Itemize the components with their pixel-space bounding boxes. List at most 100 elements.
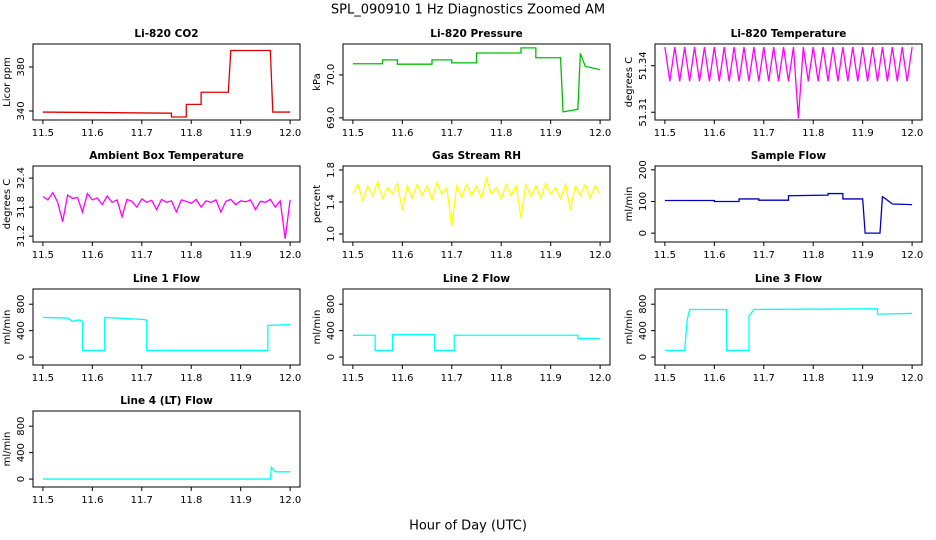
x-tick-label: 11.8 <box>180 495 202 506</box>
plot-frame <box>32 288 301 366</box>
y-axis-label: ml/min <box>2 432 13 467</box>
x-tick-label: 12.0 <box>589 373 611 384</box>
plot-frame <box>342 43 611 121</box>
x-tick-label: 12.0 <box>279 495 301 506</box>
y-tick-label: 400 <box>16 443 27 462</box>
x-tick-label: 11.8 <box>490 250 512 261</box>
plot-frame <box>654 288 923 366</box>
x-tick-label: 11.7 <box>131 373 153 384</box>
y-axis-label: degrees C <box>624 57 635 107</box>
x-tick-label: 12.0 <box>901 373 923 384</box>
x-tick-label: 11.9 <box>230 250 252 261</box>
x-tick-label: 12.0 <box>279 250 301 261</box>
y-tick-label: 0 <box>638 354 649 360</box>
x-tick-label: 11.7 <box>753 250 775 261</box>
y-axis-label: ml/min <box>624 187 635 222</box>
y-tick-label: 400 <box>16 321 27 340</box>
y-axis-label: ml/min <box>312 310 323 345</box>
x-tick-label: 11.5 <box>32 128 54 139</box>
x-tick-label: 11.9 <box>540 373 562 384</box>
x-tick-label: 11.6 <box>81 250 103 261</box>
x-tick-label: 11.6 <box>703 250 725 261</box>
y-axis-label: Licor ppm <box>2 57 13 107</box>
data-line <box>664 308 913 352</box>
y-axis-label: ml/min <box>2 310 13 345</box>
x-tick-label: 11.5 <box>342 250 364 261</box>
y-tick-label: 1.0 <box>326 226 337 242</box>
x-tick-label: 11.6 <box>703 373 725 384</box>
plot-frame <box>32 165 301 243</box>
data-line <box>42 191 291 239</box>
y-tick-label: 1.4 <box>326 194 337 210</box>
x-tick-label: 12.0 <box>279 128 301 139</box>
x-tick-label: 11.9 <box>540 128 562 139</box>
panel-title: Ambient Box Temperature <box>89 150 244 162</box>
x-tick-label: 11.5 <box>342 128 364 139</box>
y-axis-label: percent <box>312 185 323 223</box>
y-tick-label: 800 <box>16 295 27 314</box>
x-tick-label: 12.0 <box>589 250 611 261</box>
y-axis-label: kPa <box>312 73 323 91</box>
plot-frame <box>32 43 301 121</box>
y-tick-label: 51.31 <box>638 98 649 127</box>
y-tick-label: 100 <box>638 192 649 211</box>
y-tick-label: 1.8 <box>326 162 337 178</box>
x-tick-label: 11.6 <box>391 373 413 384</box>
y-tick-label: 51.34 <box>638 51 649 80</box>
plot-frame <box>654 165 923 243</box>
x-tick-label: 11.7 <box>753 373 775 384</box>
x-tick-label: 11.6 <box>81 495 103 506</box>
y-tick-label: 69.0 <box>326 107 337 129</box>
panel-title: Li-820 Temperature <box>731 28 847 40</box>
data-line <box>42 316 291 352</box>
x-tick-label: 11.9 <box>540 250 562 261</box>
x-tick-label: 12.0 <box>901 250 923 261</box>
data-line <box>42 49 291 118</box>
panel-title: Line 2 Flow <box>443 273 510 285</box>
y-tick-label: 800 <box>326 295 337 314</box>
data-line <box>664 192 913 234</box>
data-line <box>352 333 601 352</box>
y-tick-label: 0 <box>638 230 649 236</box>
y-tick-label: 31.8 <box>16 196 27 218</box>
x-tick-label: 11.8 <box>490 128 512 139</box>
x-tick-label: 11.7 <box>441 128 463 139</box>
x-tick-label: 11.7 <box>441 250 463 261</box>
x-axis-label: Hour of Day (UTC) <box>409 519 527 534</box>
x-tick-label: 11.5 <box>32 373 54 384</box>
y-tick-label: 380 <box>16 57 27 76</box>
data-line <box>42 465 291 480</box>
panel-title: Li-820 CO2 <box>134 28 198 40</box>
x-tick-label: 11.9 <box>852 373 874 384</box>
x-tick-label: 11.5 <box>654 250 676 261</box>
y-tick-label: 32.4 <box>16 167 27 189</box>
x-tick-label: 11.7 <box>441 373 463 384</box>
y-tick-label: 31.2 <box>16 225 27 247</box>
y-tick-label: 800 <box>16 417 27 436</box>
y-tick-label: 70.0 <box>326 64 337 86</box>
x-tick-label: 11.9 <box>230 128 252 139</box>
x-tick-label: 11.5 <box>654 128 676 139</box>
x-tick-label: 11.9 <box>230 373 252 384</box>
x-tick-label: 11.7 <box>131 495 153 506</box>
x-tick-label: 11.6 <box>81 373 103 384</box>
x-tick-label: 11.8 <box>802 373 824 384</box>
page-title: SPL_090910 1 Hz Diagnostics Zoomed AM <box>331 3 605 18</box>
x-tick-label: 11.6 <box>703 128 725 139</box>
y-tick-label: 0 <box>326 354 337 360</box>
x-tick-label: 11.6 <box>391 250 413 261</box>
plot-frame <box>342 165 611 243</box>
plot-frame <box>32 410 301 488</box>
x-tick-label: 11.9 <box>230 495 252 506</box>
y-tick-label: 340 <box>16 101 27 120</box>
data-line <box>352 47 601 113</box>
panel-title: Line 4 (LT) Flow <box>120 395 213 407</box>
panel-title: Gas Stream RH <box>432 150 521 162</box>
x-tick-label: 11.5 <box>32 250 54 261</box>
x-tick-label: 11.7 <box>753 128 775 139</box>
panel-title: Line 3 Flow <box>755 273 822 285</box>
x-tick-label: 11.8 <box>490 373 512 384</box>
x-tick-label: 11.8 <box>180 373 202 384</box>
x-tick-label: 11.7 <box>131 128 153 139</box>
